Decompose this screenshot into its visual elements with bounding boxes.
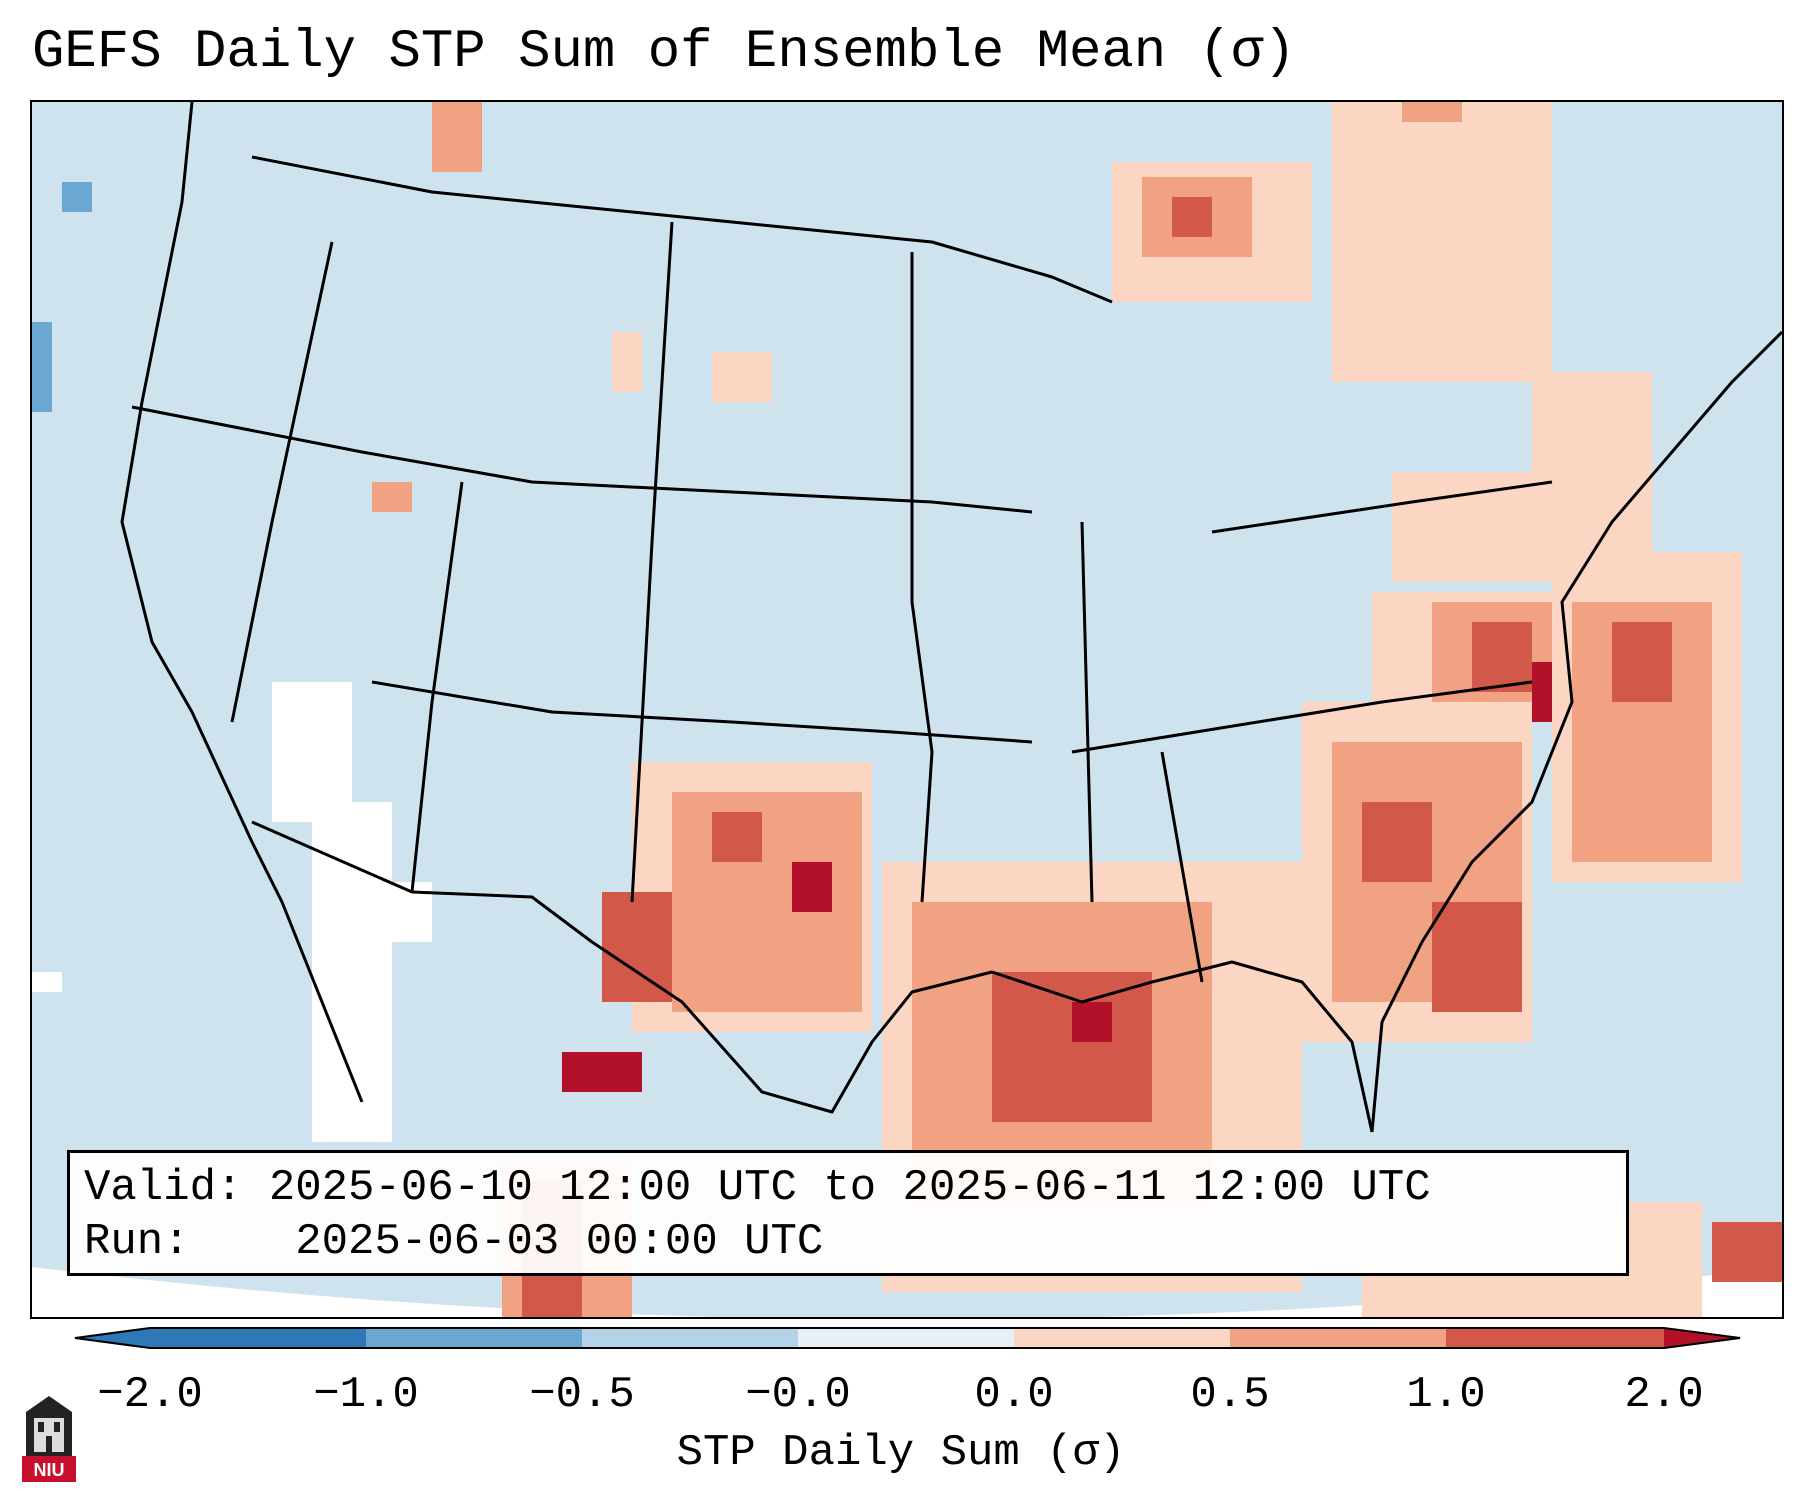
- anomaly-patch: [372, 482, 412, 512]
- anomaly-patch: [62, 182, 92, 212]
- state-line: [1160, 751, 1204, 983]
- colorbar-extend-low: [75, 1328, 150, 1348]
- run-line: Run: 2025-06-03 00:00 UTC: [84, 1215, 1612, 1269]
- colorbar: [74, 1327, 1741, 1349]
- anomaly-patch: [1402, 102, 1462, 122]
- colorbar-segment: [582, 1328, 798, 1348]
- valid-label: Valid:: [84, 1163, 243, 1213]
- colorbar-tick-label: −2.0: [97, 1370, 203, 1420]
- niu-logo-icon: NIU: [22, 1396, 76, 1482]
- colorbar-extend-high: [1664, 1328, 1740, 1348]
- anomaly-patch: [1362, 802, 1432, 882]
- anomaly-patch: [712, 352, 772, 402]
- colorbar-tick-label: −1.0: [313, 1370, 419, 1420]
- anomaly-patch: [992, 972, 1152, 1122]
- valid-value: 2025-06-10 12:00 UTC to 2025-06-11 12:00…: [268, 1163, 1431, 1213]
- state-line: [131, 405, 1033, 514]
- colorbar-segment: [1230, 1328, 1446, 1348]
- colorbar-tick-label: 2.0: [1624, 1370, 1704, 1420]
- state-line: [371, 680, 1033, 744]
- anomaly-patch: [432, 102, 482, 172]
- page-title: GEFS Daily STP Sum of Ensemble Mean (σ): [32, 22, 1296, 83]
- anomaly-patch: [562, 1052, 642, 1092]
- anomaly-patch: [712, 812, 762, 862]
- map-panel: [30, 100, 1784, 1319]
- valid-line: Valid: 2025-06-10 12:00 UTC to 2025-06-1…: [84, 1161, 1612, 1215]
- colorbar-segment: [366, 1328, 582, 1348]
- validity-info-box: Valid: 2025-06-10 12:00 UTC to 2025-06-1…: [67, 1150, 1629, 1276]
- map-svg: [32, 102, 1782, 1317]
- state-line: [630, 221, 674, 903]
- state-line: [1211, 480, 1553, 534]
- state-line: [230, 241, 334, 723]
- anomaly-patch: [792, 862, 832, 912]
- colorbar-tick-label: 0.5: [1190, 1370, 1270, 1420]
- pacific-coastline: [120, 102, 364, 1103]
- logo-text: NIU: [34, 1460, 65, 1480]
- anomaly-patch: [1072, 1002, 1112, 1042]
- boundaries: [120, 102, 1782, 1133]
- anomaly-patch: [602, 892, 672, 1002]
- colorbar-outline: [74, 1327, 1741, 1349]
- anomaly-patch: [672, 792, 862, 1012]
- anomaly-patch: [1472, 622, 1532, 692]
- colorbar-tick-label: −0.5: [529, 1370, 635, 1420]
- run-label: Run:: [84, 1217, 190, 1267]
- mexico-border: [251, 820, 593, 944]
- state-line: [1080, 521, 1094, 903]
- state-line: [910, 252, 934, 903]
- anomaly-patch: [1392, 472, 1562, 582]
- state-line: [410, 481, 464, 893]
- anomaly-patch: [32, 322, 52, 412]
- run-value: 2025-06-03 00:00 UTC: [295, 1217, 824, 1267]
- anomaly-patch: [1432, 902, 1522, 1012]
- colorbar-segment: [1446, 1328, 1664, 1348]
- anomaly-patch: [612, 332, 642, 392]
- anomaly-patch: [1612, 622, 1672, 702]
- colorbar-segment: [798, 1328, 1014, 1348]
- anomaly-patch: [1172, 197, 1212, 237]
- anomaly-patch: [1712, 1222, 1782, 1282]
- stp-anomaly-field: [32, 102, 1782, 1317]
- anomaly-patch: [1332, 102, 1552, 382]
- no-data-patch: [272, 682, 352, 822]
- gulf-coastline: [591, 940, 1374, 1133]
- colorbar-segment: [1014, 1328, 1230, 1348]
- canada-us-border: [251, 155, 1113, 304]
- no-data-patch: [32, 972, 62, 992]
- no-data-patch: [312, 802, 392, 1142]
- atlantic-coastline: [1370, 330, 1782, 1133]
- state-line: [1071, 680, 1533, 754]
- colorbar-tick-label: 0.0: [974, 1370, 1054, 1420]
- colorbar-label: STP Daily Sum (σ): [676, 1428, 1126, 1478]
- colorbar-tick-label: 1.0: [1406, 1370, 1486, 1420]
- colorbar-tick-label: −0.0: [745, 1370, 851, 1420]
- colorbar-segment: [150, 1328, 366, 1348]
